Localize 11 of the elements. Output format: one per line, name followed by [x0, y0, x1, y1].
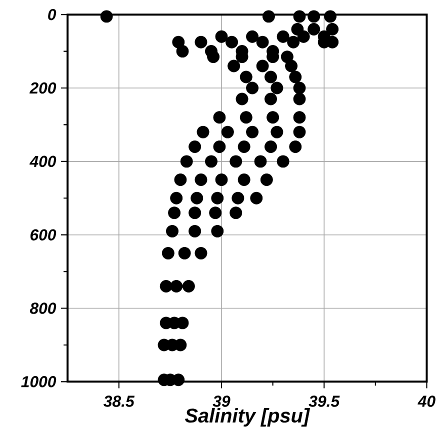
x-tick-label: 39	[212, 395, 230, 407]
y-tick-label: 600	[30, 229, 56, 240]
x-tick-label: 40	[418, 395, 436, 407]
x-tick-label: 39.5	[308, 395, 340, 407]
x-tick-label: 38.5	[104, 395, 135, 407]
y-tick-label: 400	[29, 156, 56, 167]
y-tick-label: 1000	[21, 376, 56, 388]
y-tick-label: 800	[30, 302, 56, 314]
y-tick-label: 200	[29, 82, 56, 94]
x-axis-title: Salinity [psu]	[185, 408, 310, 426]
y-tick-label: 0	[48, 8, 56, 20]
